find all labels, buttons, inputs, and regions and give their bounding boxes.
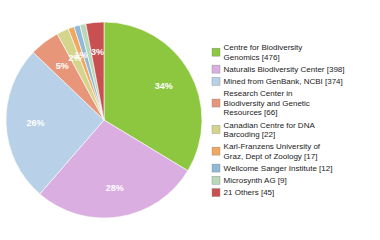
legend: Centre for BiodiversityGenomics [476] Nat… bbox=[212, 43, 345, 197]
data-label: 5% bbox=[56, 61, 69, 71]
legend-item: 21 Others [45] bbox=[212, 188, 274, 197]
legend-item: Wellcome Sanger Institute [12] bbox=[212, 164, 332, 173]
legend-label: Mined from GenBank, NCBI [374] bbox=[224, 77, 343, 86]
legend-swatch bbox=[212, 147, 220, 155]
legend-item: Centre for BiodiversityGenomics [476] bbox=[212, 43, 302, 61]
legend-item: Naturalis Biodiversity Center [398] bbox=[212, 65, 345, 74]
legend-item: Mined from GenBank, NCBI [374] bbox=[212, 77, 343, 86]
data-label: 26% bbox=[26, 118, 44, 128]
legend-swatch bbox=[212, 164, 220, 172]
legend-swatch bbox=[212, 176, 220, 184]
legend-swatch bbox=[212, 77, 220, 85]
legend-label: Wellcome Sanger Institute [12] bbox=[224, 164, 333, 173]
legend-item: Karl-Franzens University ofGraz, Dept of… bbox=[212, 142, 321, 160]
pie-slice bbox=[86, 22, 104, 120]
data-label: 1% bbox=[74, 50, 87, 60]
data-label: 34% bbox=[155, 81, 173, 91]
legend-label: Karl-Franzens University ofGraz, Dept of… bbox=[224, 142, 321, 160]
legend-swatch bbox=[212, 65, 220, 73]
legend-label: Research Center inBiodiversity and Genet… bbox=[224, 89, 310, 117]
legend-label: Canadian Centre for DNABarcoding [22] bbox=[224, 121, 316, 139]
legend-label: Naturalis Biodiversity Center [398] bbox=[224, 65, 345, 74]
legend-swatch bbox=[212, 99, 220, 107]
legend-label: Centre for BiodiversityGenomics [476] bbox=[224, 43, 303, 61]
legend-label: 21 Others [45] bbox=[224, 188, 275, 197]
legend-swatch bbox=[212, 189, 220, 197]
pie: 34%28%26%5%2%1%3% bbox=[6, 22, 202, 218]
chart: 34%28%26%5%2%1%3%Centre for Biodiversity… bbox=[0, 0, 380, 240]
legend-item: Microsynth AG [9] bbox=[212, 176, 287, 185]
legend-swatch bbox=[212, 125, 220, 133]
legend-item: Research Center inBiodiversity and Genet… bbox=[212, 89, 310, 117]
legend-item: Canadian Centre for DNABarcoding [22] bbox=[212, 121, 315, 139]
data-label: 3% bbox=[91, 47, 104, 57]
legend-label: Microsynth AG [9] bbox=[224, 176, 287, 185]
data-label: 28% bbox=[106, 183, 124, 193]
legend-swatch bbox=[212, 48, 220, 56]
